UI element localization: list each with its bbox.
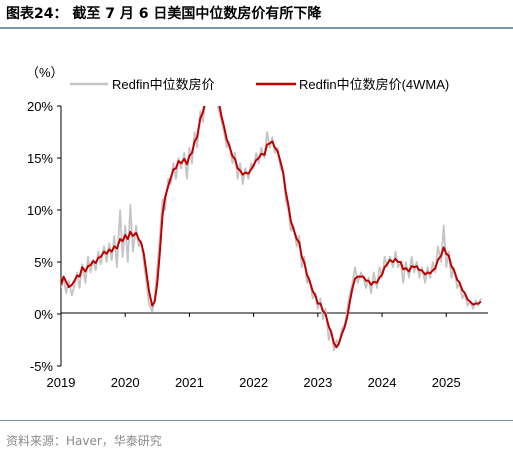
series-layer [61, 106, 482, 352]
y-tick-label: 15% [27, 151, 53, 166]
y-tick-label: 0% [34, 307, 53, 322]
figure-title: 图表24： 截至 7 月 6 日美国中位数房价有所下降 [6, 6, 322, 22]
y-tick-label: 10% [27, 203, 53, 218]
title-divider [0, 27, 513, 29]
y-tick-label: -5% [30, 359, 54, 374]
x-tick-label: 2024 [368, 375, 397, 390]
x-tick-label: 2023 [303, 375, 332, 390]
series-line-4wma [61, 106, 482, 349]
legend-label-4wma: Redfin中位数房价(4WMA) [299, 77, 449, 92]
x-tick-label: 2021 [175, 375, 204, 390]
x-tick-label: 2022 [239, 375, 268, 390]
y-axis: -5% 0% 5% 10% 15% 20% [27, 99, 62, 374]
legend-label-raw: Redfin中位数房价 [112, 77, 215, 92]
x-tick-label: 2025 [432, 375, 461, 390]
legend: Redfin中位数房价 Redfin中位数房价(4WMA) [70, 77, 449, 92]
y-axis-unit-label: （%） [26, 65, 64, 80]
y-tick-label: 5% [34, 255, 53, 270]
footer-divider [0, 420, 513, 421]
line-chart: （%） Redfin中位数房价 Redfin中位数房价(4WMA) -5% 0% 5… [26, 65, 488, 390]
x-axis: 2019 2020 2021 2022 2023 2024 2025 [47, 312, 488, 390]
x-tick-label: 2020 [111, 375, 140, 390]
source-note: 资料来源：Haver，华泰研究 [6, 434, 162, 448]
x-tick-label: 2019 [47, 375, 76, 390]
y-tick-label: 20% [27, 99, 53, 114]
